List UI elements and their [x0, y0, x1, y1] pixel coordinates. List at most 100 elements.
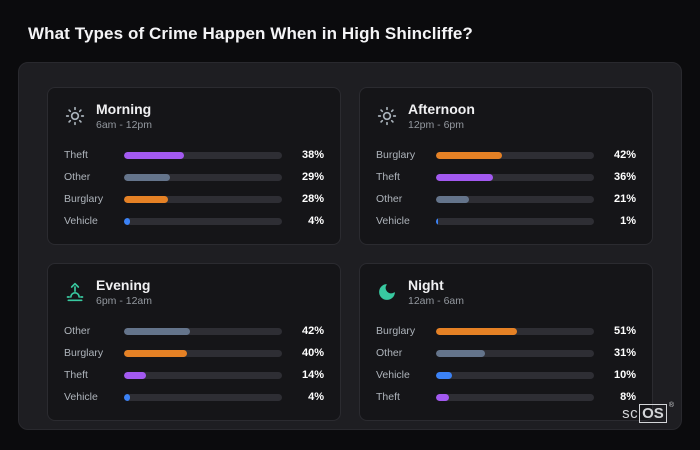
bar-fill	[436, 393, 449, 401]
bar-label: Other	[64, 325, 91, 338]
card-heading: Afternoon 12pm - 6pm	[408, 101, 475, 131]
bar-label: Vehicle	[64, 391, 98, 404]
crime-row-theft: Theft 14%	[64, 364, 324, 386]
bar-track	[124, 371, 282, 379]
bar-value: 21%	[613, 193, 636, 206]
bar-value: 4%	[308, 391, 324, 404]
bar-rows: Burglary 51% Other 31% Vehicle 10% Theft 8%	[376, 320, 636, 408]
crime-row-other: Other 29%	[64, 166, 324, 188]
bar-track	[124, 349, 282, 357]
bar-fill	[436, 151, 503, 159]
bar-label: Vehicle	[376, 215, 410, 228]
card-night: Night 12am - 6am Burglary 51% Other 31% Vehi…	[359, 263, 653, 422]
crime-row-vehicle: Vehicle 10%	[376, 364, 636, 386]
bar-label: Theft	[64, 369, 88, 382]
bar-label: Other	[64, 171, 91, 184]
sun-icon	[376, 105, 398, 127]
card-heading: Morning 6am - 12pm	[96, 101, 152, 131]
bar-fill	[436, 371, 452, 379]
bar-fill	[124, 327, 191, 335]
card-title: Afternoon	[408, 101, 475, 117]
bar-value: 42%	[613, 149, 636, 162]
bar-value: 29%	[301, 171, 324, 184]
card-subtitle: 12am - 6am	[408, 295, 465, 308]
bar-value: 42%	[301, 325, 324, 338]
bar-fill	[436, 217, 438, 225]
bar-track	[436, 371, 594, 379]
bar-value: 10%	[613, 369, 636, 382]
crime-row-other: Other 31%	[376, 342, 636, 364]
crime-row-other: Other 42%	[64, 320, 324, 342]
dashboard-panel: Morning 6am - 12pm Theft 38% Other 29% Burgl…	[18, 62, 682, 430]
bar-label: Other	[376, 193, 403, 206]
bar-fill	[436, 173, 493, 181]
bar-label: Burglary	[376, 325, 416, 338]
brand-prefix: sc	[622, 405, 639, 422]
bar-label: Theft	[376, 171, 400, 184]
crime-row-vehicle: Vehicle 4%	[64, 210, 324, 232]
card-header: Evening 6pm - 12am	[64, 277, 324, 307]
bar-fill	[124, 393, 131, 401]
bar-value: 28%	[301, 193, 324, 206]
card-title: Morning	[96, 101, 152, 117]
bar-label: Theft	[64, 149, 88, 162]
card-evening: Evening 6pm - 12am Other 42% Burglary 40% Th…	[47, 263, 341, 422]
brand-registered-mark: ®	[668, 402, 674, 409]
bar-value: 8%	[620, 391, 636, 404]
bar-rows: Theft 38% Other 29% Burglary 28% Vehicle 4%	[64, 144, 324, 232]
bar-label: Other	[376, 347, 403, 360]
bar-rows: Other 42% Burglary 40% Theft 14% Vehicle 4%	[64, 320, 324, 408]
bar-label: Theft	[376, 391, 400, 404]
bar-track	[124, 195, 282, 203]
cards-grid: Morning 6am - 12pm Theft 38% Other 29% Burgl…	[47, 87, 653, 422]
crime-row-burglary: Burglary 28%	[64, 188, 324, 210]
bar-track	[436, 195, 594, 203]
bar-fill	[124, 217, 131, 225]
bar-label: Burglary	[376, 149, 416, 162]
sunset-icon	[64, 281, 86, 303]
bar-track	[124, 217, 282, 225]
card-subtitle: 6pm - 12am	[96, 295, 153, 308]
crime-row-vehicle: Vehicle 4%	[64, 386, 324, 408]
moon-icon	[376, 281, 398, 303]
bar-track	[436, 151, 594, 159]
bar-track	[124, 151, 282, 159]
bar-value: 36%	[613, 171, 636, 184]
bar-track	[124, 393, 282, 401]
card-title: Night	[408, 277, 444, 294]
card-header: Afternoon 12pm - 6pm	[376, 101, 636, 131]
card-heading: Night 12am - 6am	[408, 277, 464, 307]
bar-label: Burglary	[64, 193, 104, 206]
bar-fill	[124, 151, 185, 159]
bar-fill	[436, 349, 485, 357]
bar-fill	[124, 371, 147, 379]
bar-value: 1%	[620, 215, 636, 228]
bar-fill	[124, 173, 170, 181]
bar-fill	[124, 349, 188, 357]
crime-row-other: Other 21%	[376, 188, 636, 210]
card-header: Night 12am - 6am	[376, 277, 636, 307]
bar-label: Vehicle	[64, 215, 98, 228]
sun-icon	[64, 105, 86, 127]
bar-value: 38%	[301, 149, 324, 162]
crime-row-theft: Theft 38%	[64, 144, 324, 166]
bar-track	[436, 393, 594, 401]
card-heading: Evening 6pm - 12am	[96, 277, 152, 307]
crime-row-theft: Theft 36%	[376, 166, 636, 188]
bar-track	[124, 173, 282, 181]
card-subtitle: 6am - 12pm	[96, 119, 153, 132]
crime-row-theft: Theft 8%	[376, 386, 636, 408]
card-afternoon: Afternoon 12pm - 6pm Burglary 42% Theft 36%…	[359, 87, 653, 246]
bar-fill	[436, 195, 470, 203]
bar-track	[124, 327, 282, 335]
bar-value: 4%	[308, 215, 324, 228]
card-header: Morning 6am - 12pm	[64, 101, 324, 131]
bar-value: 14%	[301, 369, 324, 382]
crime-row-burglary: Burglary 40%	[64, 342, 324, 364]
card-subtitle: 12pm - 6pm	[408, 119, 465, 132]
bar-label: Vehicle	[376, 369, 410, 382]
bar-value: 31%	[613, 347, 636, 360]
bar-track	[436, 217, 594, 225]
crime-row-burglary: Burglary 51%	[376, 320, 636, 342]
card-morning: Morning 6am - 12pm Theft 38% Other 29% Burgl…	[47, 87, 341, 246]
